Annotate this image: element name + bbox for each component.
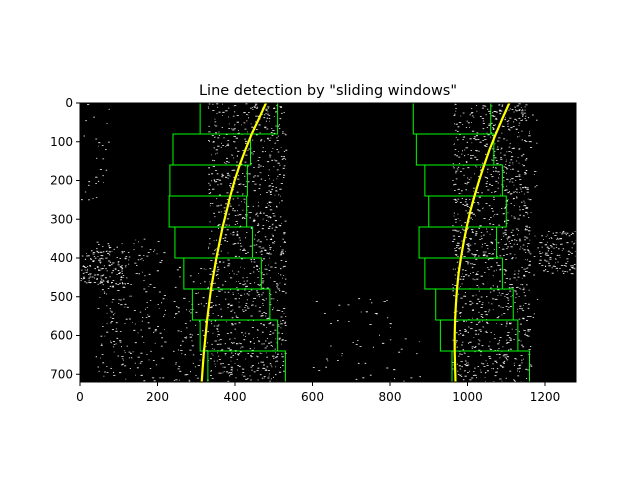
plot-frame [79, 102, 577, 383]
image-background [80, 103, 576, 382]
x-tick-label: 400 [224, 390, 247, 404]
y-tick-label: 700 [50, 367, 73, 381]
x-tick-label: 200 [146, 390, 169, 404]
x-tick-label: 1000 [452, 390, 483, 404]
x-tick-label: 0 [76, 390, 84, 404]
y-tick-label: 300 [50, 212, 73, 226]
x-tick-label: 800 [379, 390, 402, 404]
y-tick-label: 400 [50, 251, 73, 265]
x-axis: 0 200 400 600 800 1000 1200 [76, 382, 560, 404]
edge-pixel-speckle [80, 103, 579, 383]
y-tick-label: 0 [65, 96, 73, 110]
edge-pixels [80, 103, 579, 383]
y-axis: 0 100 200 300 400 500 600 700 [50, 96, 80, 381]
left-lane-fit-line [200, 101, 268, 384]
plot-area [80, 101, 579, 384]
right-lane-fit-line [453, 101, 511, 384]
chart-title: Line detection by "sliding windows" [199, 83, 457, 99]
y-tick-label: 200 [50, 174, 73, 188]
y-tick-label: 100 [50, 135, 73, 149]
fit-lines [200, 101, 511, 384]
y-tick-label: 500 [50, 290, 73, 304]
x-tick-label: 1200 [530, 390, 561, 404]
x-tick-label: 600 [301, 390, 324, 404]
y-tick-label: 600 [50, 329, 73, 343]
